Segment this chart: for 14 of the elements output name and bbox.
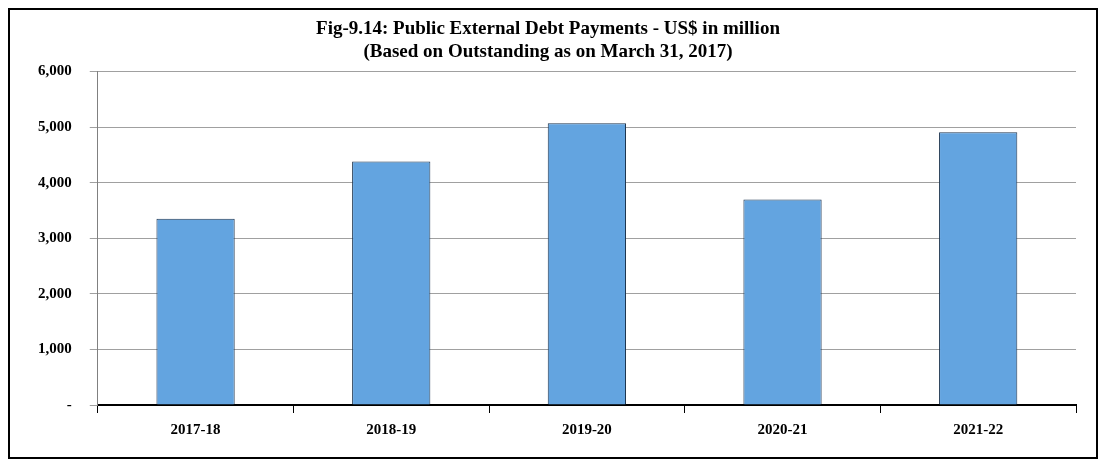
y-tick-label: - [66,395,72,412]
x-tick-label: 2020-21 [757,420,808,437]
y-tick-label: 1,000 [38,340,72,357]
text: (Based on Outstanding as on March 31, 2017) [363,40,733,62]
x-tick-label: 2017-18 [170,420,221,437]
y-tick-label: 6,000 [38,62,72,79]
y-tick-label: 2,000 [38,284,72,301]
x-tick-label: 2018-19 [366,420,417,437]
x-tick-label: 2021-22 [953,420,1004,437]
y-tick-label: 5,000 [38,118,72,135]
y-tick-label: 3,000 [38,229,72,246]
text: Fig-9.14: Public External Debt Payments - US$ in million [316,17,780,39]
x-tick-label: 2019-20 [561,420,612,437]
y-tick-label: 4,000 [38,173,72,190]
